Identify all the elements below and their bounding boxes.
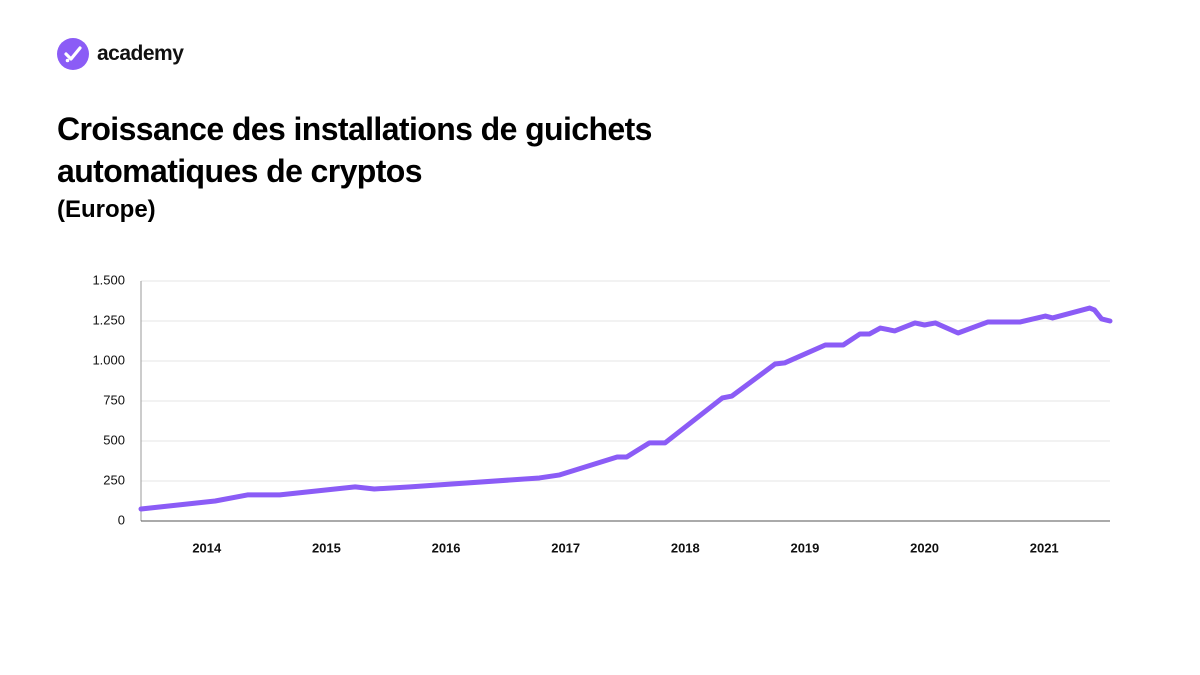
- x-tick-label: 2021: [1030, 540, 1059, 555]
- x-tick-label: 2017: [551, 540, 580, 555]
- y-tick-label: 500: [103, 432, 125, 447]
- x-tick-label: 2018: [671, 540, 700, 555]
- y-tick-label: 750: [103, 392, 125, 407]
- x-tick-label: 2019: [790, 540, 819, 555]
- x-tick-label: 2014: [192, 540, 222, 555]
- x-tick-label: 2020: [910, 540, 939, 555]
- x-tick-label: 2015: [312, 540, 341, 555]
- y-tick-label: 0: [118, 512, 125, 527]
- chart-title: Croissance des installations de guichets…: [57, 111, 652, 189]
- chart-subtitle: (Europe): [57, 196, 156, 223]
- y-tick-label: 250: [103, 472, 125, 487]
- line-series: [138, 305, 1113, 512]
- y-tick-label: 1.000: [92, 352, 125, 367]
- y-tick-label: 1.250: [92, 312, 125, 327]
- y-tick-label: 1.500: [92, 272, 125, 287]
- brand-name: academy: [97, 42, 184, 65]
- x-tick-label: 2016: [432, 540, 461, 555]
- brand-logo: [57, 38, 89, 70]
- brand: academy: [57, 38, 184, 70]
